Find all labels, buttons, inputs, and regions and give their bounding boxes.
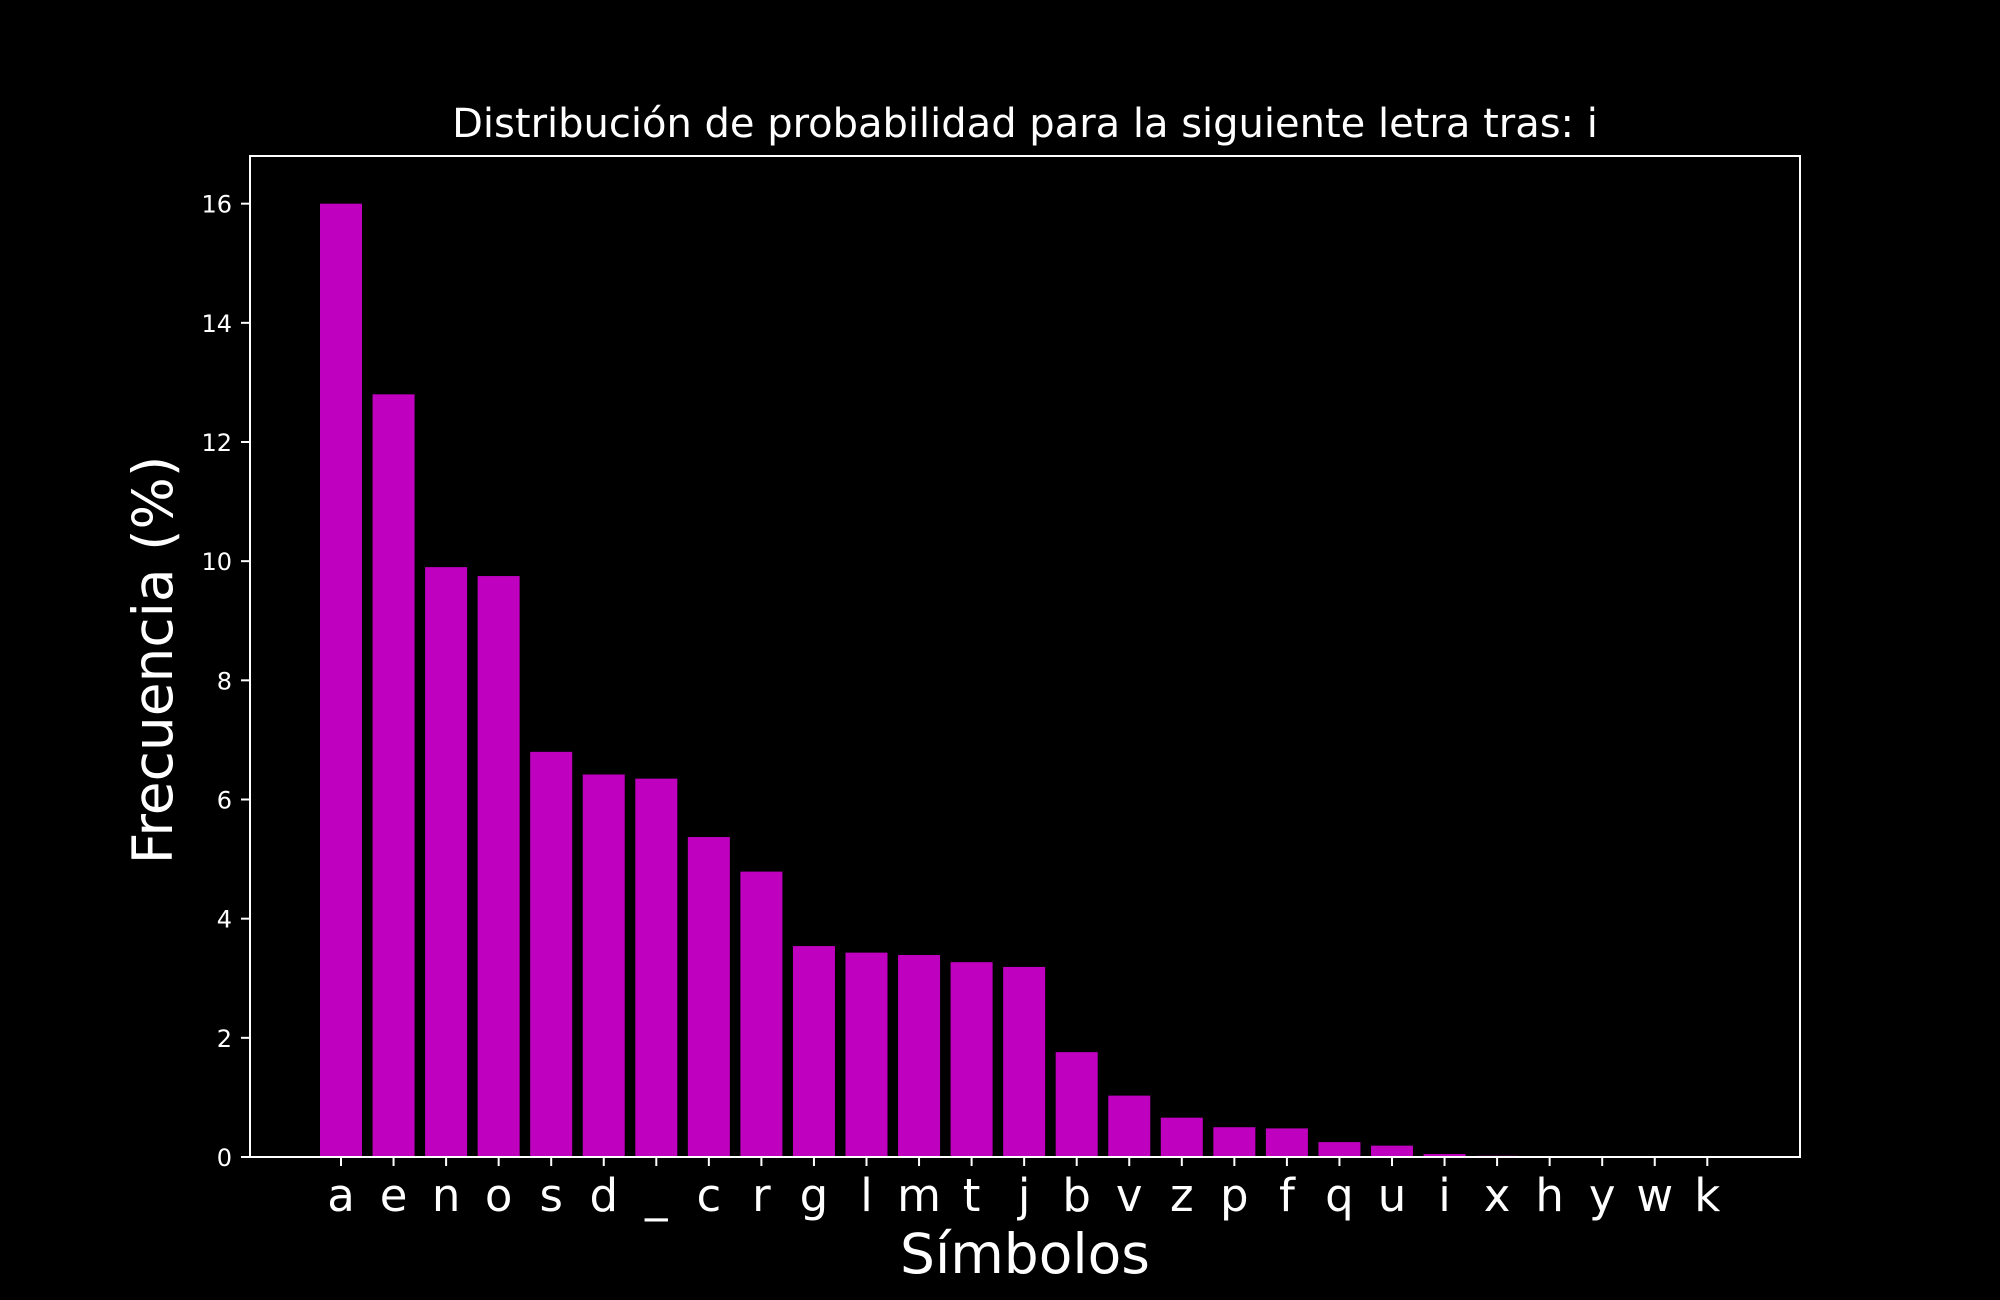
y-tick-label: 14	[201, 310, 232, 338]
y-tick-label: 12	[201, 429, 232, 457]
x-tick-label: j	[1017, 1169, 1031, 1222]
bar-m	[898, 955, 941, 1157]
bar-j	[1003, 966, 1046, 1157]
bar-c	[687, 837, 730, 1157]
x-tick-label: g	[800, 1169, 829, 1222]
x-tick-label: k	[1694, 1169, 1720, 1222]
bar-n	[425, 567, 468, 1158]
x-tick-label: v	[1116, 1169, 1143, 1222]
y-tick-label: 0	[217, 1144, 232, 1172]
bar-underscore	[635, 778, 678, 1157]
bar-u	[1371, 1145, 1413, 1157]
bar-f	[1265, 1128, 1308, 1157]
x-tick-label: u	[1378, 1169, 1407, 1222]
y-tick-label: 2	[217, 1025, 232, 1053]
bar-a	[320, 203, 362, 1158]
x-tick-label: r	[752, 1169, 771, 1222]
x-tick-label: d	[589, 1169, 618, 1222]
bar-l	[845, 952, 888, 1157]
x-tick-label: c	[696, 1169, 721, 1222]
x-tick-label: e	[380, 1169, 408, 1222]
x-tick-label: l	[860, 1169, 873, 1222]
x-tick-label: z	[1170, 1169, 1194, 1222]
bar-o	[477, 576, 520, 1157]
bar-z	[1160, 1117, 1203, 1157]
x-tick-label: p	[1220, 1169, 1249, 1222]
x-tick-label: i	[1438, 1169, 1451, 1222]
x-tick-label: y	[1589, 1169, 1616, 1222]
x-tick-label: o	[485, 1169, 513, 1222]
bar-v	[1108, 1095, 1151, 1157]
bar-d	[582, 774, 625, 1157]
x-tick-label: b	[1062, 1169, 1091, 1222]
x-tick-label: t	[963, 1169, 981, 1222]
bar-p	[1213, 1127, 1256, 1157]
x-tick-label: x	[1484, 1169, 1511, 1222]
x-tick-label: _	[644, 1169, 668, 1222]
x-tick-label: a	[327, 1169, 355, 1222]
bar-s	[530, 751, 573, 1157]
x-tick-label: h	[1535, 1169, 1564, 1222]
y-axis-label: Frecuencia (%)	[121, 456, 185, 865]
x-axis-label: Símbolos	[900, 1222, 1150, 1286]
x-tick-label: q	[1325, 1169, 1354, 1222]
bar-i	[1423, 1154, 1466, 1157]
bar-b	[1055, 1052, 1098, 1157]
x-tick-label: n	[432, 1169, 461, 1222]
x-tick-label: s	[539, 1169, 562, 1222]
bar-r	[740, 871, 783, 1157]
plot-frame	[249, 155, 1801, 1158]
x-tick-label: w	[1636, 1169, 1673, 1222]
y-tick-label: 6	[217, 787, 232, 815]
bar-e	[372, 394, 415, 1158]
y-tick-label: 8	[217, 667, 232, 695]
x-axis: a e n o s d _ c r g l m t j b v z p f q u i x h y w k	[327, 1157, 1720, 1222]
bars-group	[320, 203, 1729, 1158]
y-axis: 0 2 4 6 8 10 12 14 16	[201, 191, 250, 1172]
bar-t	[950, 962, 993, 1157]
chart-title: Distribución de probabilidad para la sig…	[452, 101, 1598, 147]
bar-g	[792, 946, 835, 1157]
x-tick-label: m	[897, 1169, 941, 1222]
y-tick-label: 16	[201, 191, 232, 219]
y-tick-label: 10	[201, 548, 232, 576]
y-tick-label: 4	[217, 906, 232, 934]
x-tick-label: f	[1279, 1169, 1296, 1222]
bar-q	[1318, 1142, 1361, 1157]
